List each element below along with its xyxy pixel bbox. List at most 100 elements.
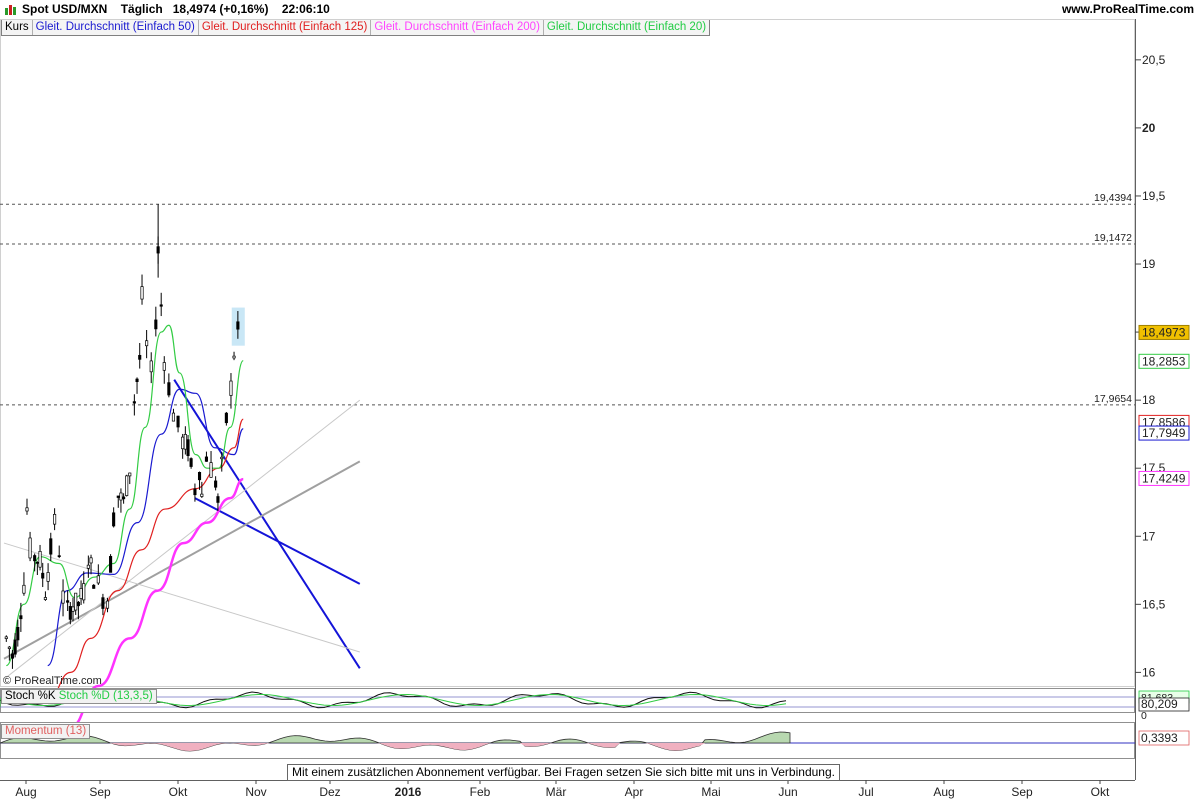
candle-body — [232, 355, 236, 359]
legend-item-3[interactable]: Gleit. Durchschnitt (Einfach 200) — [371, 20, 544, 35]
x-tick-label: Aug — [15, 785, 36, 799]
momentum-value-box — [1138, 730, 1190, 746]
candle-body — [156, 246, 160, 254]
y-tick-label: 19,5 — [1142, 189, 1166, 203]
candle-body — [122, 496, 126, 500]
x-tick-label: Jul — [858, 785, 873, 799]
x-tick-label: Mär — [546, 785, 567, 799]
chart-title: Spot USD/MXN Täglich 18,4974 (+0,16%) 22… — [22, 2, 330, 16]
subscription-notice[interactable]: Mit einem zusätzlichen Abonnement verfüg… — [287, 764, 840, 781]
title-bar: Spot USD/MXN Täglich 18,4974 (+0,16%) 22… — [0, 0, 1200, 19]
stoch-legend: Stoch %K Stoch %D (13,3,5) — [1, 689, 157, 704]
stoch-value-1: 81,683 — [1141, 692, 1173, 704]
legend-item-0[interactable]: Kurs — [2, 20, 33, 35]
y-tick-label: 18,5 — [1142, 325, 1166, 339]
last-value-tag-sma20 — [1138, 353, 1190, 369]
candle-body — [74, 592, 78, 611]
candle-body — [57, 555, 61, 558]
candle-body — [200, 493, 204, 497]
x-tick-label: Apr — [625, 785, 644, 799]
x-tick-label: Aug — [933, 785, 954, 799]
candle-body — [79, 588, 83, 599]
candle-body — [66, 600, 70, 603]
trendline-support-thick — [3, 460, 361, 660]
candle-body — [33, 555, 37, 562]
period-label: Täglich — [120, 2, 163, 16]
price-panel-frame — [0, 19, 1135, 687]
candle-body — [149, 360, 153, 373]
momentum-value: 0,3393 — [1141, 731, 1178, 745]
copyright: © ProRealTime.com — [3, 675, 102, 687]
candle-body — [116, 495, 120, 498]
candle-body — [204, 456, 208, 462]
brand-link[interactable]: www.ProRealTime.com — [1061, 2, 1194, 16]
last-value-tag-sma125 — [1138, 414, 1190, 430]
x-tick-label: Okt — [1091, 785, 1110, 799]
candle-body — [183, 434, 187, 450]
last-value-label-sma125: 17,8586 — [1142, 415, 1186, 429]
candle-body — [197, 472, 202, 481]
candle-body — [86, 564, 90, 569]
candle-body — [138, 354, 142, 360]
candle-body — [125, 475, 129, 496]
x-tick-label: 2016 — [395, 785, 422, 799]
x-tick-label: Sep — [1011, 785, 1033, 799]
candle-body — [82, 583, 86, 601]
candle-body — [119, 492, 123, 501]
candle-body — [35, 562, 39, 564]
legend-item-1[interactable]: Gleit. Durchschnitt (Einfach 50) — [33, 20, 199, 35]
candle-body — [186, 439, 190, 457]
candle-body — [181, 436, 185, 450]
stoch-zero-label: 0 — [1141, 710, 1147, 722]
candle-body — [61, 590, 65, 604]
candle-body — [112, 512, 116, 527]
ma-line-0 — [47, 388, 244, 667]
price-change: 18,4974 (+0,16%) — [172, 2, 269, 16]
candle-body — [105, 600, 110, 609]
stoch-d-label: Stoch %D (13,3,5) — [58, 690, 153, 702]
candle-body — [53, 514, 57, 525]
candle-body — [19, 615, 23, 620]
candle-body — [128, 472, 132, 477]
y-tick-label: 17 — [1142, 529, 1156, 543]
candle-body — [171, 412, 176, 422]
x-tick-label: Okt — [169, 785, 188, 799]
candle-body — [145, 340, 149, 347]
ma-line-3 — [5, 324, 244, 667]
momentum-label: Momentum (13) — [5, 725, 87, 737]
stoch-value-box-1 — [1138, 690, 1190, 704]
legend-item-4[interactable]: Gleit. Durchschnitt (Einfach 20) — [546, 21, 707, 33]
candle-body — [96, 575, 100, 584]
highlight-box — [231, 307, 245, 346]
y-tick-label: 20,5 — [1142, 53, 1166, 67]
level-label: 17,9654 — [1094, 393, 1132, 405]
candle-body — [109, 556, 113, 573]
candle-body — [154, 319, 158, 330]
y-tick-label: 19 — [1142, 257, 1156, 271]
ma-line-1 — [47, 418, 244, 701]
momentum-legend: Momentum (13) — [1, 724, 91, 739]
y-tick-label: 20 — [1142, 121, 1156, 135]
momentum-area — [0, 731, 791, 752]
legend-item-2[interactable]: Gleit. Durchschnitt (Einfach 125) — [199, 20, 372, 35]
candle-body — [209, 462, 213, 478]
trendline-downtrend — [173, 379, 361, 669]
candle-body — [135, 378, 139, 382]
candle-body — [101, 597, 105, 609]
candle-body — [7, 646, 11, 649]
x-tick-label: Jun — [778, 785, 797, 799]
momentum-panel-frame — [0, 722, 1135, 759]
candle-body — [28, 537, 32, 559]
candle-body — [16, 626, 20, 641]
y-tick-label: 16,5 — [1142, 597, 1166, 611]
stoch-value-2: 80,209 — [1141, 697, 1178, 711]
trendline-old-resistance — [3, 542, 360, 653]
candle-body — [46, 572, 50, 582]
candle-body — [162, 362, 166, 371]
candle-body — [140, 286, 144, 300]
last-value-label-price: 18,4973 — [1142, 325, 1186, 339]
instrument-name: Spot USD/MXN — [22, 2, 108, 16]
y-tick-label: 17,5 — [1142, 461, 1166, 475]
x-tick-label: Feb — [470, 785, 491, 799]
